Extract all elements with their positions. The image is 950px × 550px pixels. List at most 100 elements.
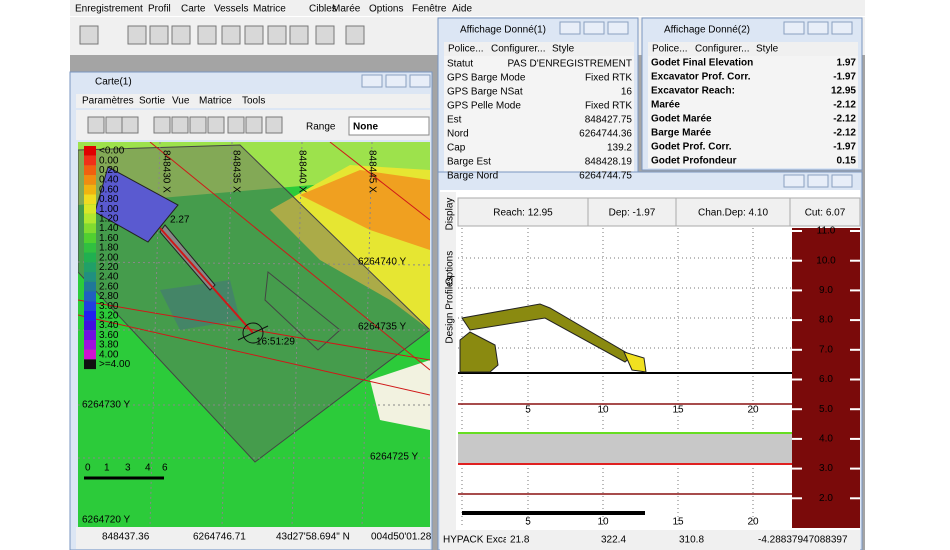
scale-label: 3 [125, 463, 131, 474]
legend-swatch [84, 281, 96, 292]
bucket-position [242, 322, 264, 344]
data-value: 848427.75 [585, 115, 633, 126]
legend-swatch [84, 340, 96, 350]
tool-button[interactable] [289, 25, 309, 45]
map-tool[interactable] [227, 116, 245, 134]
data-label: Godet Final Elevation [651, 58, 753, 69]
range-input[interactable] [348, 116, 430, 136]
window-button[interactable] [807, 174, 829, 188]
menu-item[interactable]: Marée [332, 4, 361, 15]
x-label-top: 20 [747, 405, 759, 416]
profile-tab[interactable]: Design Profiles [445, 276, 456, 343]
window-button[interactable] [361, 74, 383, 88]
tool-button[interactable] [197, 25, 217, 45]
tool-button[interactable] [244, 25, 264, 45]
map-tool[interactable] [245, 116, 263, 134]
menu-item[interactable]: Carte [181, 4, 206, 15]
window-title: Affichage Donné(1) [460, 25, 546, 36]
data-label: Excavator Reach: [651, 86, 735, 97]
data-menu-item[interactable]: Style [552, 44, 575, 55]
depth-label: 10.0 [816, 255, 836, 266]
x-grid-label: 848430 X [160, 150, 171, 193]
window-button[interactable] [409, 74, 431, 88]
depth-label: 11.0 [817, 226, 836, 237]
menu-item[interactable]: Fenêtre [412, 4, 447, 15]
data-value: -1.97 [833, 142, 856, 153]
tool-button[interactable] [171, 25, 191, 45]
window-button[interactable] [831, 174, 853, 188]
profile-content [440, 190, 860, 530]
map-menu-item[interactable]: Paramètres [82, 96, 134, 107]
tool-button[interactable] [149, 25, 169, 45]
range-value[interactable]: None [353, 122, 378, 133]
x-grid-label: 848440 X [296, 150, 307, 193]
map-menu-item[interactable]: Tools [242, 96, 265, 107]
tool-button[interactable] [79, 25, 99, 45]
tool-button[interactable] [315, 25, 335, 45]
map-tool[interactable] [153, 116, 171, 134]
menu-item[interactable]: Vessels [214, 4, 248, 15]
menu-item[interactable]: Aide [452, 4, 472, 15]
tool-button[interactable] [345, 25, 365, 45]
data1-menu [444, 42, 634, 56]
data1-content [444, 56, 634, 184]
legend-label: 3.40 [99, 320, 119, 331]
tool-button[interactable] [267, 25, 287, 45]
legend-swatch [84, 243, 96, 253]
menu-item[interactable]: Profil [148, 4, 171, 15]
profile-tab[interactable]: Options [445, 251, 456, 285]
data-menu-item[interactable]: Configurer... [695, 44, 749, 55]
map-menu-item[interactable]: Sortie [139, 96, 166, 107]
legend-swatch [84, 213, 96, 224]
legend-swatch [84, 291, 96, 302]
legend-swatch [84, 301, 96, 311]
map-tool[interactable] [105, 116, 123, 134]
legend-label: 1.20 [99, 214, 119, 225]
data-menu-item[interactable]: Police... [448, 44, 484, 55]
depth-label: 5.0 [819, 404, 833, 415]
window-button[interactable] [583, 21, 605, 35]
window-button[interactable] [385, 74, 407, 88]
legend-swatch [84, 184, 96, 195]
menu-item[interactable]: Enregistrement [75, 4, 143, 15]
window-button[interactable] [807, 21, 829, 35]
x-label-bottom: 10 [597, 517, 609, 528]
window-button[interactable] [559, 21, 581, 35]
data-menu-item[interactable]: Configurer... [491, 44, 545, 55]
menu-item[interactable]: Options [369, 4, 403, 15]
legend-swatch [84, 252, 96, 263]
window-button[interactable] [607, 21, 629, 35]
map-status-text: 43d27'58.694" N [276, 532, 350, 543]
map-menu-item[interactable]: Vue [172, 96, 190, 107]
map-tool[interactable] [87, 116, 105, 134]
map-tool[interactable] [171, 116, 189, 134]
map-tool[interactable] [207, 116, 225, 134]
legend-swatch [84, 165, 96, 176]
legend-swatch [84, 204, 96, 214]
tool-button[interactable] [127, 25, 147, 45]
map-menu-item[interactable]: Matrice [199, 96, 232, 107]
data-value: 6264744.75 [579, 171, 632, 182]
profile-tab[interactable]: Display [445, 198, 456, 231]
tool-button[interactable] [221, 25, 241, 45]
map-tool[interactable] [265, 116, 283, 134]
data-label: Cap [447, 143, 466, 154]
window-button[interactable] [783, 21, 805, 35]
data-menu-item[interactable]: Style [756, 44, 779, 55]
menu-item[interactable]: Cibles [309, 4, 337, 15]
map-tool[interactable] [189, 116, 207, 134]
window-button[interactable] [783, 174, 805, 188]
menu-item[interactable]: Matrice [253, 4, 286, 15]
data-menu-item[interactable]: Police... [652, 44, 688, 55]
legend-label: <0.00 [99, 146, 125, 157]
data-value: 1.97 [837, 58, 857, 69]
legend-label: 2.60 [99, 281, 119, 292]
x-label-bottom: 5 [525, 517, 531, 528]
window-button[interactable] [831, 21, 853, 35]
legend-label: 1.80 [99, 243, 119, 254]
map-tool[interactable] [121, 116, 139, 134]
legend-swatch [84, 320, 96, 331]
y-grid-label: 6264725 Y [370, 452, 419, 463]
depth-label: 2.0 [819, 493, 833, 504]
